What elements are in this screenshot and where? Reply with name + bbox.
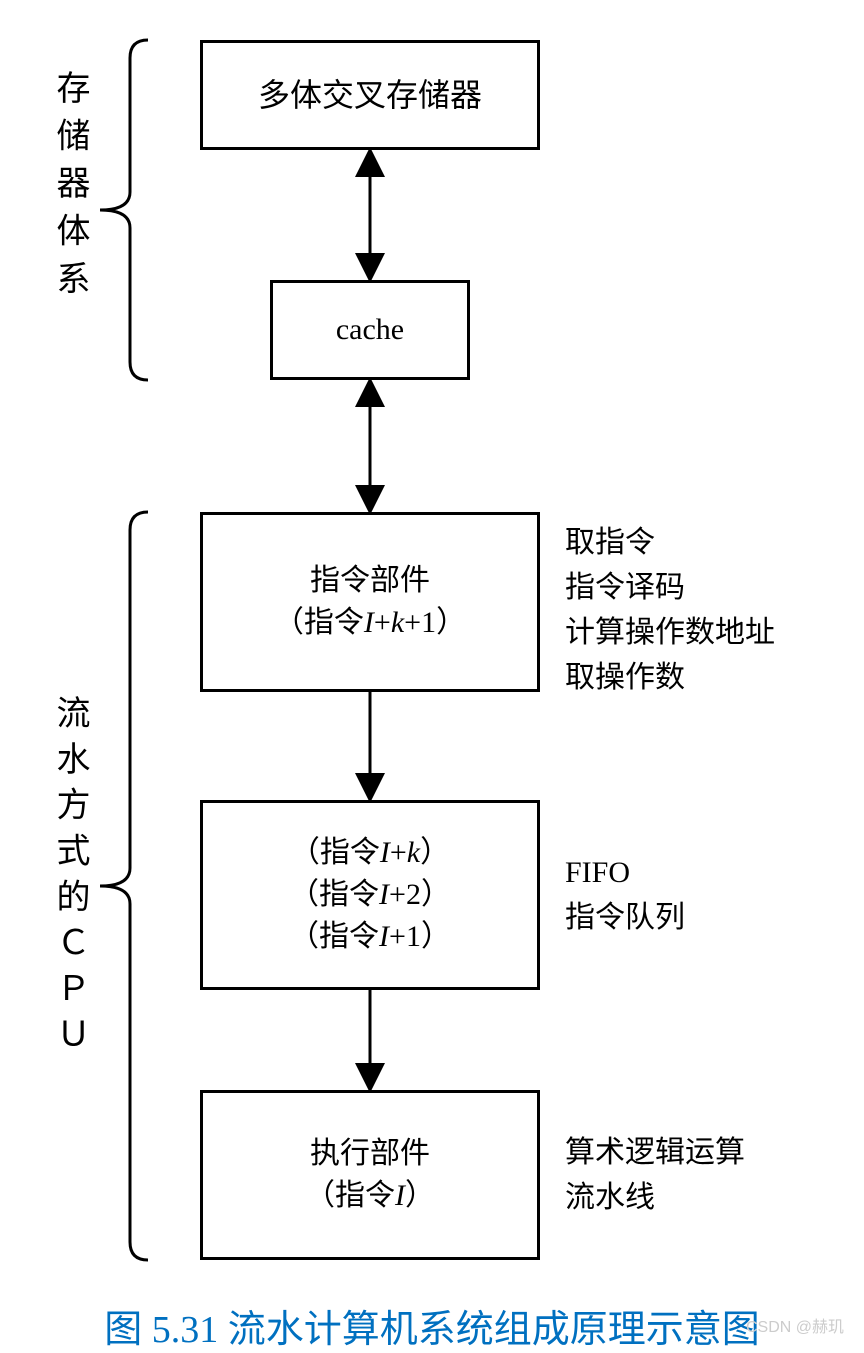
annotation-queue: FIFO指令队列 — [565, 850, 685, 940]
annotation-line: 指令译码 — [565, 565, 775, 610]
diagram: 多体交叉存储器 cache 指令部件（指令I+k+1） （指令I+k）（指令I+… — [0, 0, 864, 1352]
box-instruction-unit: 指令部件（指令I+k+1） — [200, 512, 540, 692]
brace — [100, 40, 148, 380]
box-cache: cache — [270, 280, 470, 380]
side-label-storage: 存储器体系 — [45, 70, 94, 308]
box-text-line: 多体交叉存储器 — [258, 73, 482, 118]
box-memory: 多体交叉存储器 — [200, 40, 540, 150]
figure-caption: 图 5.31 流水计算机系统组成原理示意图 — [0, 1298, 864, 1353]
box-execution-unit: 执行部件（指令I） — [200, 1090, 540, 1260]
annotation-line: 指令队列 — [565, 895, 685, 940]
box-text-line: （指令I+k+1） — [274, 602, 466, 644]
side-label-cpu: 流水方式的ＣＰＵ — [45, 695, 94, 1062]
box-instruction-queue: （指令I+k）（指令I+2）（指令I+1） — [200, 800, 540, 990]
annotation-instruction: 取指令指令译码计算操作数地址取操作数 — [565, 520, 775, 700]
box-text-line: （指令I） — [305, 1175, 435, 1217]
annotation-line: 取操作数 — [565, 655, 775, 700]
annotation-line: 算术逻辑运算 — [565, 1130, 745, 1175]
box-text-line: （指令I+k） — [290, 832, 450, 874]
annotation-line: 流水线 — [565, 1175, 745, 1220]
box-text-line: 执行部件 — [310, 1133, 430, 1175]
annotation-line: 取指令 — [565, 520, 775, 565]
box-text-line: cache — [336, 309, 404, 351]
annotation-line: 计算操作数地址 — [565, 610, 775, 655]
watermark: CSDN @赫玑 — [746, 1313, 844, 1337]
annotation-execution: 算术逻辑运算流水线 — [565, 1130, 745, 1220]
box-text-line: （指令I+1） — [289, 916, 451, 958]
box-text-line: 指令部件 — [310, 560, 430, 602]
braces — [100, 40, 148, 1260]
brace — [100, 512, 148, 1260]
annotation-line: FIFO — [565, 850, 685, 895]
box-text-line: （指令I+2） — [289, 874, 451, 916]
